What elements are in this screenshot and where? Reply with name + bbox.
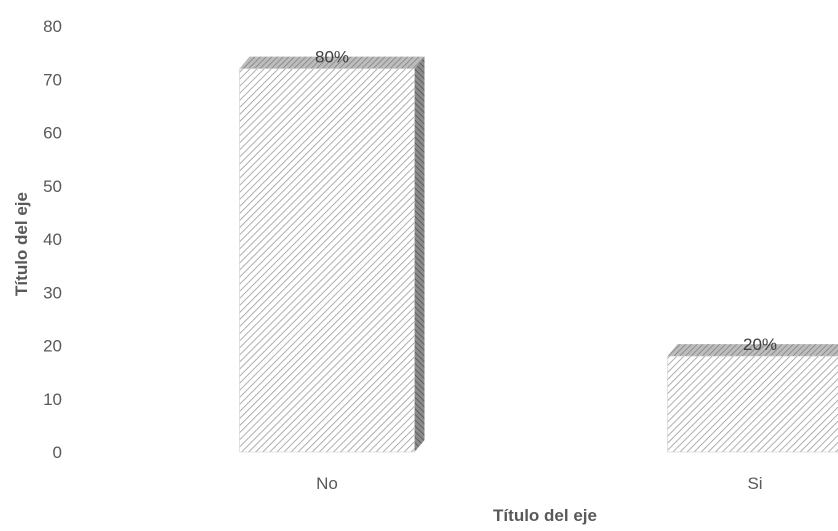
y-tick-label: 50 bbox=[43, 177, 62, 196]
x-axis-categories: No Si bbox=[316, 474, 762, 493]
bars bbox=[239, 56, 838, 453]
bar-front-face bbox=[667, 355, 838, 453]
data-label: 20% bbox=[743, 335, 777, 354]
bar-front-face bbox=[239, 68, 415, 453]
y-tick-label: 80 bbox=[43, 17, 62, 36]
data-labels: 80% 20% bbox=[315, 48, 777, 355]
y-tick-label: 60 bbox=[43, 124, 62, 143]
y-tick-label: 70 bbox=[43, 70, 62, 89]
y-tick-label: 30 bbox=[43, 283, 62, 302]
bar-side-face bbox=[414, 56, 425, 452]
y-tick-label: 20 bbox=[43, 337, 62, 356]
data-label: 80% bbox=[315, 48, 349, 67]
y-tick-label: 10 bbox=[43, 390, 62, 409]
bar-top-face bbox=[239, 56, 425, 69]
y-axis-ticks: 0 10 20 30 40 50 60 70 80 bbox=[43, 17, 62, 462]
x-category-label: No bbox=[316, 474, 338, 493]
bar bbox=[667, 344, 838, 453]
y-tick-label: 0 bbox=[53, 443, 62, 462]
y-tick-label: 40 bbox=[43, 230, 62, 249]
bar bbox=[239, 56, 425, 453]
bar-top-face bbox=[667, 344, 838, 357]
y-axis-title: Título del eje bbox=[12, 192, 31, 296]
x-category-label: Si bbox=[747, 474, 762, 493]
x-axis-title: Título del eje bbox=[493, 506, 597, 525]
